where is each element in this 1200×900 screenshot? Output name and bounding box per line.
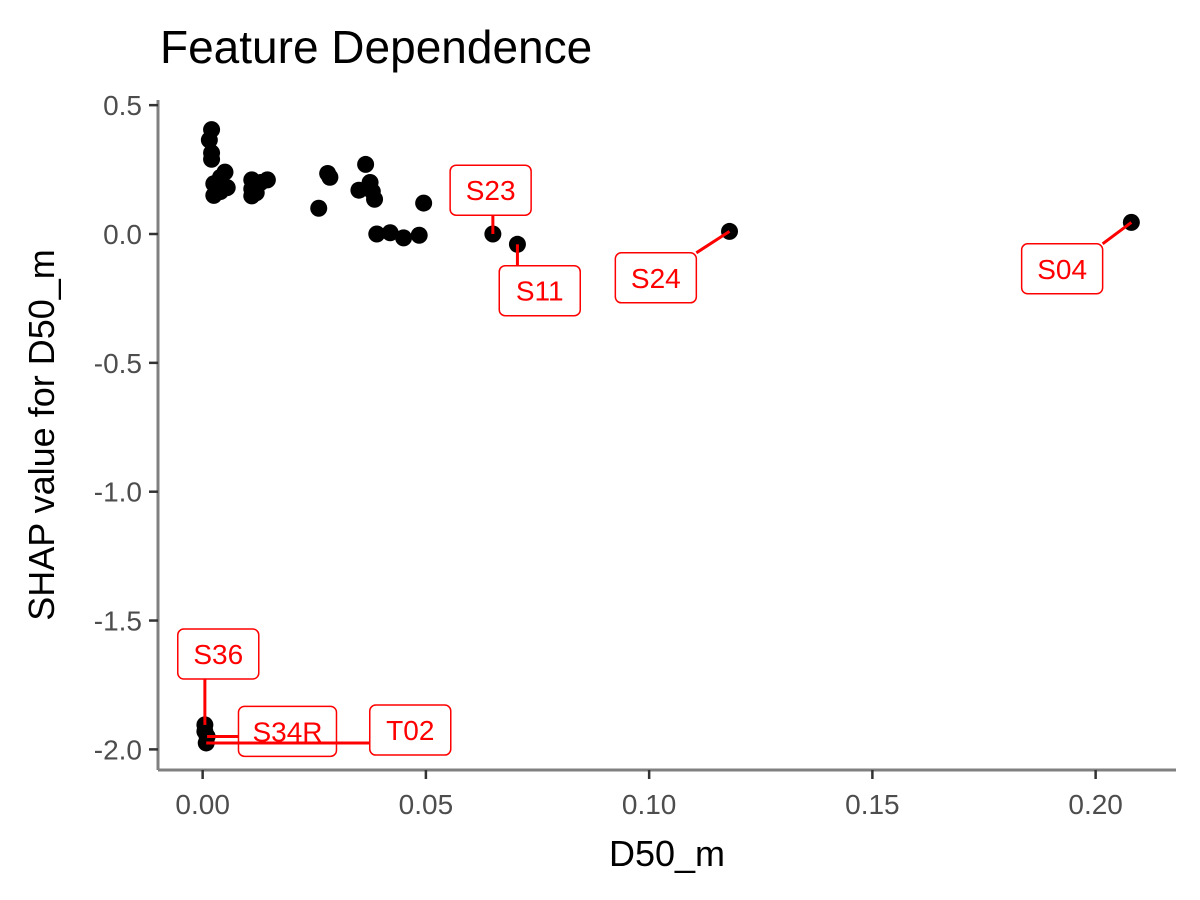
label-box (369, 704, 452, 756)
data-point (216, 163, 234, 181)
data-point (203, 121, 221, 139)
y-tick-label: 0.0 (103, 219, 142, 250)
x-axis-title: D50_m (609, 833, 725, 874)
data-point (203, 150, 221, 168)
point-label: S24 (631, 263, 681, 294)
data-point (321, 168, 339, 186)
data-point (258, 171, 276, 189)
data-point (368, 225, 386, 243)
y-tick-label: -0.5 (94, 348, 142, 379)
point-label: S04 (1037, 254, 1087, 285)
label-box (1020, 243, 1104, 295)
point-label: T02 (386, 715, 434, 746)
y-tick-label: -1.5 (94, 606, 142, 637)
y-axis-title: SHAP value for D50_m (21, 249, 62, 621)
y-tick-label: 0.5 (103, 90, 142, 121)
label-box (614, 252, 698, 304)
data-point (357, 155, 375, 173)
x-tick-label: 0.20 (1068, 789, 1123, 820)
x-tick-label: 0.00 (175, 789, 230, 820)
point-label: S36 (193, 639, 243, 670)
chart-title: Feature Dependence (160, 21, 592, 73)
x-tick-label: 0.10 (622, 789, 677, 820)
label-box (498, 264, 581, 317)
x-tick-label: 0.15 (845, 789, 900, 820)
x-tick-label: 0.05 (399, 789, 454, 820)
y-tick-label: -1.0 (94, 477, 142, 508)
point-label: S23 (466, 175, 516, 206)
y-axis-ticks: 0.5 0.0 -0.5 -1.0 -1.5 -2.0 (94, 90, 158, 765)
data-point (410, 226, 428, 244)
x-axis-ticks: 0.00 0.05 0.10 0.15 0.20 (175, 770, 1123, 820)
y-tick-label: -2.0 (94, 734, 142, 765)
points-layer (196, 121, 1140, 752)
label-box (449, 164, 532, 216)
data-point (366, 190, 384, 208)
label-connector (695, 230, 731, 255)
data-point (310, 199, 328, 217)
label-box (177, 628, 260, 680)
data-point (218, 179, 236, 197)
point-label: S11 (516, 276, 564, 307)
data-point (395, 229, 413, 247)
data-point (381, 224, 399, 242)
label-connector (1101, 221, 1133, 245)
data-point (415, 194, 433, 212)
